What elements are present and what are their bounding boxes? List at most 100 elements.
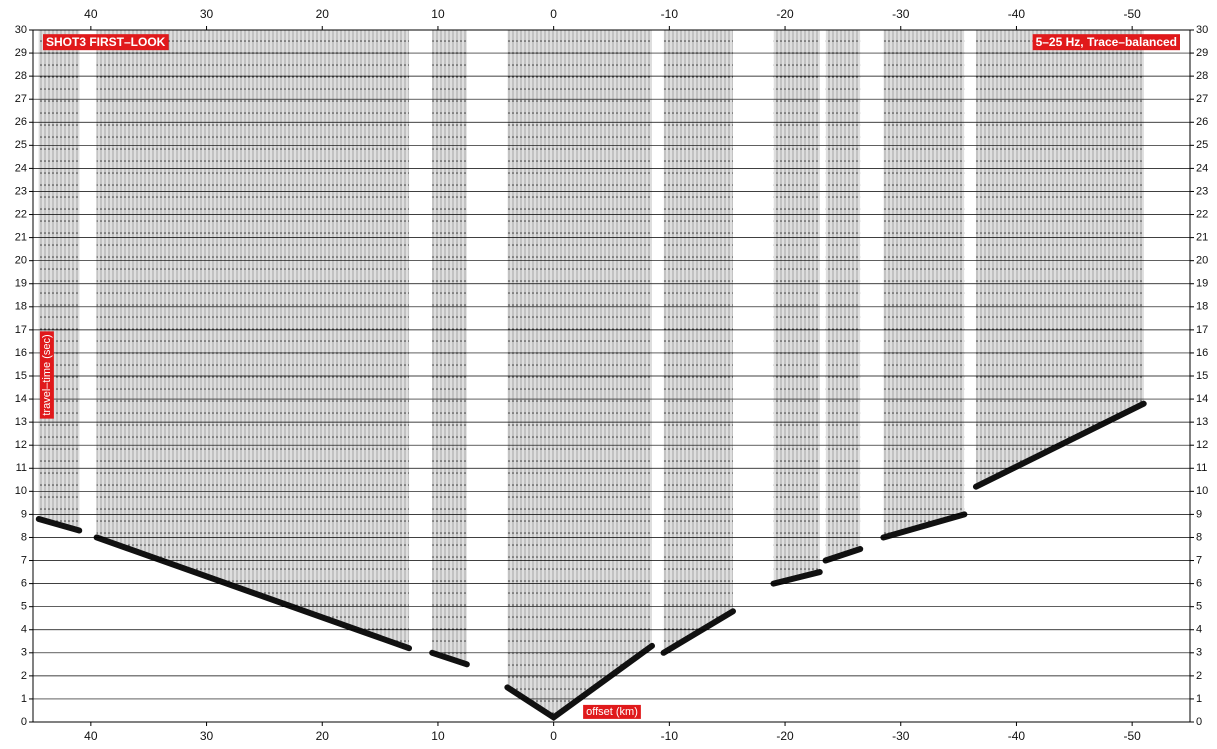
y-tick-label: 8 — [21, 531, 27, 543]
y-tick-label: 29 — [1196, 47, 1208, 59]
y-tick-label: 12 — [15, 439, 27, 451]
y-tick-label: 23 — [15, 185, 27, 197]
y-tick-label: 0 — [1196, 716, 1202, 728]
trace-band — [38, 30, 80, 531]
first-arrival — [660, 608, 736, 656]
trace-band — [663, 30, 733, 653]
y-axis-label-bg — [39, 331, 54, 419]
x-tick-label: -40 — [1008, 7, 1026, 21]
y-tick-label: 11 — [16, 462, 27, 474]
y-tick-label: 5 — [1196, 601, 1202, 613]
y-tick-label: 29 — [15, 47, 27, 59]
x-axis-label: offset (km) — [586, 706, 638, 718]
y-tick-label: 7 — [21, 554, 27, 566]
x-tick-label: 40 — [84, 729, 98, 743]
y-tick-label: 24 — [15, 162, 27, 174]
first-arrival — [429, 649, 470, 668]
y-tick-label: 30 — [15, 24, 27, 36]
y-tick-label: 14 — [15, 393, 27, 405]
x-tick-label: 20 — [316, 729, 330, 743]
y-tick-label: 21 — [1196, 232, 1208, 244]
x-tick-label: 30 — [200, 7, 214, 21]
x-tick-label: -40 — [1008, 729, 1026, 743]
trace-band — [507, 30, 652, 718]
y-tick-label: 13 — [15, 416, 27, 428]
first-arrival — [35, 516, 83, 534]
y-tick-label: 28 — [15, 70, 27, 82]
x-tick-label: 40 — [84, 7, 98, 21]
y-tick-label: 2 — [21, 670, 27, 682]
x-tick-label: 20 — [316, 7, 330, 21]
x-tick-label: -10 — [661, 7, 679, 21]
first-arrival — [770, 569, 823, 587]
y-tick-label: 10 — [1196, 485, 1208, 497]
y-axis-label: travel–time (sec) — [41, 334, 53, 415]
x-axis-label-box: offset (km) — [583, 704, 641, 719]
x-tick-label: -50 — [1123, 729, 1141, 743]
y-tick-label: 9 — [21, 508, 27, 520]
x-tick-label: 0 — [550, 729, 557, 743]
y-tick-label: 25 — [1196, 139, 1208, 151]
y-tick-label: 6 — [1196, 578, 1202, 590]
y-tick-label: 21 — [15, 232, 27, 244]
y-tick-label: 27 — [1196, 93, 1208, 105]
y-tick-label: 10 — [15, 485, 27, 497]
y-tick-label: 11 — [1196, 462, 1207, 474]
annotation: 5–25 Hz, Trace–balanced — [1036, 35, 1177, 49]
y-tick-label: 8 — [1196, 531, 1202, 543]
y-tick-label: 9 — [1196, 508, 1202, 520]
y-axis-label-box: travel–time (sec) — [39, 331, 54, 419]
first-arrival — [880, 511, 968, 541]
x-tick-label: -50 — [1123, 7, 1141, 21]
plot-border — [32, 29, 1191, 723]
y-tick-label: 13 — [1196, 416, 1208, 428]
chart-title-box: SHOT3 FIRST–LOOK — [43, 34, 169, 51]
x-tick-label: -20 — [776, 7, 794, 21]
x-tick-label: 10 — [431, 729, 445, 743]
y-tick-label: 28 — [1196, 70, 1208, 82]
y-tick-label: 0 — [21, 716, 27, 728]
y-tick-label: 4 — [21, 624, 27, 636]
y-tick-label: 3 — [21, 647, 27, 659]
y-tick-label: 4 — [1196, 624, 1202, 636]
x-tick-label: -30 — [892, 729, 910, 743]
annotation-bg — [1032, 34, 1180, 51]
y-tick-label: 1 — [21, 693, 27, 705]
y-tick-label: 3 — [1196, 647, 1202, 659]
y-tick-label: 22 — [15, 208, 27, 220]
y-tick-label: 19 — [15, 278, 27, 290]
x-tick-label: -20 — [776, 729, 794, 743]
y-tick-label: 30 — [1196, 24, 1208, 36]
y-tick-label: 24 — [1196, 162, 1208, 174]
y-tick-label: 27 — [15, 93, 27, 105]
y-tick-label: 25 — [15, 139, 27, 151]
y-tick-label: 15 — [15, 370, 27, 382]
trace-band — [96, 30, 410, 649]
y-tick-label: 12 — [1196, 439, 1208, 451]
y-tick-label: 26 — [15, 116, 27, 128]
x-axis-label-bg — [583, 704, 641, 719]
y-tick-label: 15 — [1196, 370, 1208, 382]
x-tick-label: 10 — [431, 7, 445, 21]
y-tick-label: 16 — [1196, 347, 1208, 359]
y-tick-label: 18 — [15, 301, 27, 313]
trace-band — [432, 30, 467, 665]
chart-title: SHOT3 FIRST–LOOK — [46, 35, 166, 49]
first-arrival — [504, 642, 655, 722]
trace-band — [825, 30, 861, 561]
x-tick-label: -30 — [892, 7, 910, 21]
y-tick-label: 14 — [1196, 393, 1208, 405]
y-tick-label: 17 — [1196, 324, 1208, 336]
y-tick-label: 2 — [1196, 670, 1202, 682]
y-tick-label: 17 — [15, 324, 27, 336]
chart-title-bg — [43, 34, 169, 51]
first-arrival — [822, 546, 864, 564]
y-tick-label: 23 — [1196, 185, 1208, 197]
annotation-box: 5–25 Hz, Trace–balanced — [1032, 34, 1180, 51]
x-tick-label: -10 — [661, 729, 679, 743]
y-tick-label: 20 — [1196, 255, 1208, 267]
y-tick-label: 19 — [1196, 278, 1208, 290]
y-tick-label: 20 — [15, 255, 27, 267]
y-tick-label: 1 — [1196, 693, 1202, 705]
